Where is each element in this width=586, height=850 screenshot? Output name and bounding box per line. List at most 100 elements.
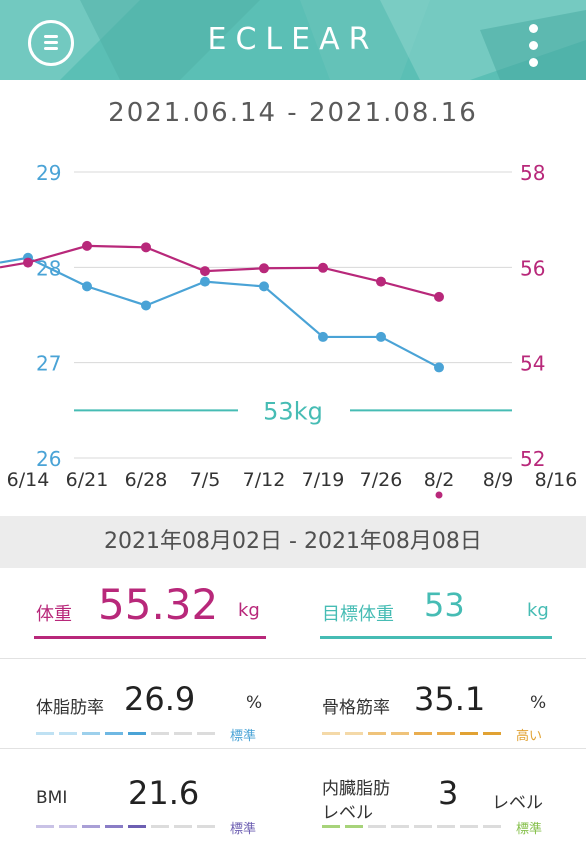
app-title: ECLEAR [207, 22, 379, 57]
divider [0, 658, 586, 659]
right-tick-label: 54 [520, 352, 545, 376]
level-segment [174, 825, 192, 828]
visceral-fat-level: 標準 [516, 822, 543, 837]
visceral-fat-label-2: レベル [322, 803, 373, 823]
body-fat-unit: % [246, 693, 263, 713]
data-point [259, 263, 269, 274]
goal-underline [320, 636, 552, 639]
x-tick-label: 6/21 [66, 469, 109, 491]
bmi-value: 21.6 [128, 774, 200, 812]
x-tick-label: 7/12 [243, 469, 286, 491]
level-segment [322, 732, 340, 735]
divider [0, 748, 586, 749]
level-segment [105, 825, 123, 828]
bmi-level: 標準 [230, 822, 257, 837]
body-fat-level: 標準 [230, 729, 257, 744]
right-tick-label: 52 [520, 447, 545, 471]
level-segment [197, 732, 215, 735]
visceral-fat-label: 内臓脂肪 [322, 779, 390, 799]
x-tick-label: 8/2 [424, 469, 455, 491]
vertical-ellipsis-icon [529, 24, 538, 33]
level-segment [105, 732, 123, 735]
body-fat-value: 26.9 [124, 680, 196, 718]
menu-button[interactable] [28, 20, 74, 66]
goal-unit: kg [527, 600, 549, 621]
level-segment [345, 732, 363, 735]
level-segment [483, 825, 501, 828]
x-tick-label: 8/16 [535, 469, 578, 491]
vertical-ellipsis-dot [529, 41, 538, 50]
weight-unit: kg [238, 600, 260, 621]
data-point [259, 281, 269, 292]
level-segment [151, 732, 169, 735]
level-segment [368, 825, 386, 828]
level-segment [322, 825, 340, 828]
x-tick-label: 8/9 [483, 469, 514, 491]
data-point [141, 300, 151, 311]
level-segment [197, 825, 215, 828]
level-segment [128, 732, 146, 735]
level-segment [59, 825, 77, 828]
level-segment [368, 732, 386, 735]
level-segment [437, 732, 455, 735]
data-point [376, 276, 386, 287]
level-segment [483, 732, 501, 735]
data-point [318, 262, 328, 273]
body-fat-label: 体脂肪率 [36, 698, 104, 718]
period-range: 2021.06.14 - 2021.08.16 [108, 98, 478, 128]
skeletal-muscle-value: 35.1 [414, 680, 486, 718]
weight-underline [34, 636, 266, 639]
level-segment [128, 825, 146, 828]
goal-value: 53 [424, 586, 465, 624]
weight-label: 体重 [36, 604, 72, 625]
hamburger-menu-icon-line [44, 47, 58, 50]
bmi-level-bar [36, 825, 226, 828]
skeletal-muscle-level-bar [322, 732, 512, 735]
data-point [82, 281, 92, 292]
data-point [434, 291, 444, 302]
series-line [0, 256, 440, 369]
right-tick-label: 58 [520, 161, 545, 185]
level-segment [82, 732, 100, 735]
x-tick-label: 6/28 [125, 469, 168, 491]
body-fat-level-bar [36, 732, 226, 735]
app-header: ECLEAR [0, 0, 586, 80]
level-segment [460, 825, 478, 828]
data-point [376, 331, 386, 342]
data-point [200, 276, 210, 287]
vertical-ellipsis-dot [529, 58, 538, 67]
visceral-fat-level-bar [322, 825, 512, 828]
skeletal-muscle-label: 骨格筋率 [322, 698, 390, 718]
left-tick-label: 26 [36, 447, 61, 471]
level-segment [36, 732, 54, 735]
skeletal-muscle-level: 高い [516, 729, 543, 744]
left-tick-label: 27 [36, 352, 61, 376]
x-tick-label: 7/26 [360, 469, 403, 491]
level-segment [345, 825, 363, 828]
level-segment [391, 732, 409, 735]
right-tick-label: 56 [520, 256, 545, 280]
skeletal-muscle-unit: % [530, 693, 547, 713]
level-segment [174, 732, 192, 735]
week-range[interactable]: 2021年08月02日 - 2021年08月08日 [0, 516, 586, 568]
hamburger-menu-icon-line [44, 41, 58, 44]
hamburger-menu-icon [44, 35, 58, 38]
level-segment [414, 732, 432, 735]
level-segment [36, 825, 54, 828]
series-line [0, 244, 440, 298]
header-background [0, 0, 586, 80]
level-segment [437, 825, 455, 828]
data-point [434, 362, 444, 373]
level-segment [82, 825, 100, 828]
data-point [318, 331, 328, 342]
x-tick-label: 7/5 [190, 469, 221, 491]
level-segment [414, 825, 432, 828]
visceral-fat-value: 3 [438, 774, 459, 812]
data-point [200, 266, 210, 277]
x-tick-label: 7/19 [302, 469, 345, 491]
more-options-button[interactable] [524, 22, 544, 70]
target-line-label: 53kg [263, 397, 323, 425]
data-point [141, 242, 151, 253]
level-segment [59, 732, 77, 735]
